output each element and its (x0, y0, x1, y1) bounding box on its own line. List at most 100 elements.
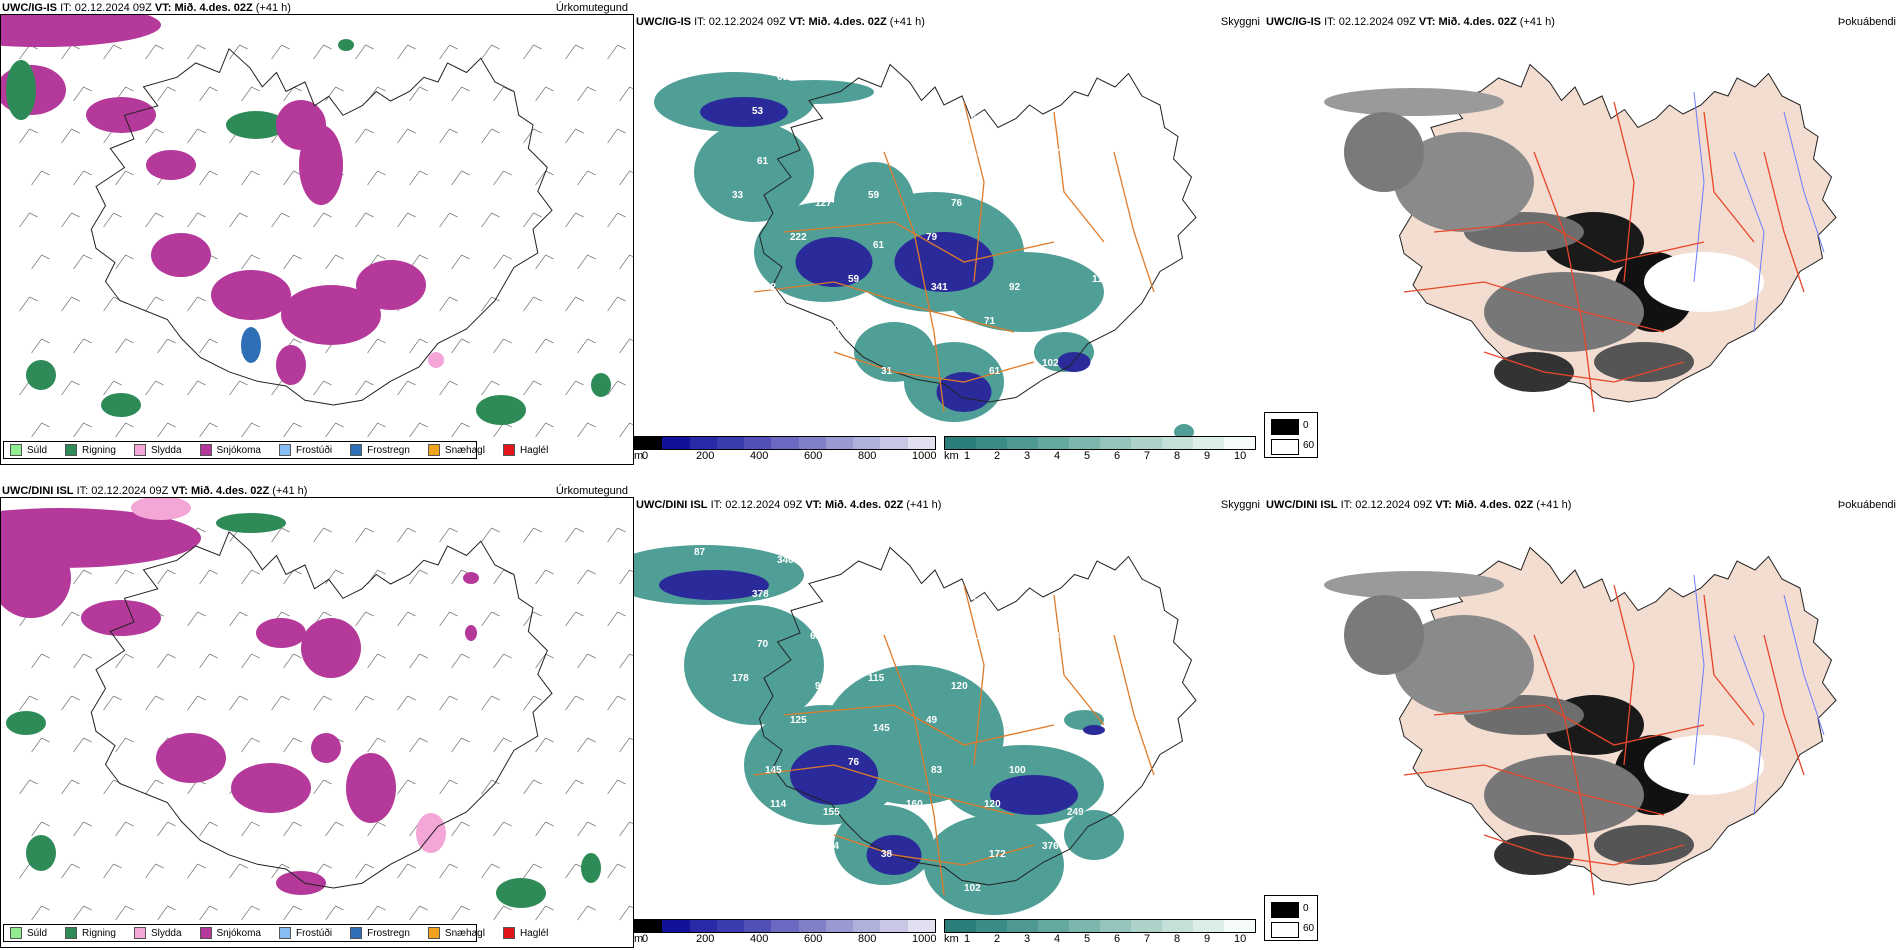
legend-swatch (350, 927, 363, 939)
low-visibility-area (1064, 810, 1124, 860)
ceiling-label: 77 (976, 148, 988, 159)
ceiling-label: 38 (881, 849, 893, 860)
ceiling-label: 376 (1042, 841, 1059, 852)
visibility-colorbar-labels: km 1 2 3 4 5 6 7 8 9 10 (944, 450, 1264, 464)
ceiling-visibility-panel: UWC/DINI ISL IT: 02.12.2024 09Z VT: Mið.… (634, 497, 1264, 948)
ceiling-label: 92 (765, 282, 777, 293)
ceiling-label: 87 (694, 547, 706, 558)
ceiling-label: 53 (1092, 757, 1104, 768)
road-network (1403, 101, 1805, 413)
forecast-header: UWC/IG-IS IT: 02.12.2024 09Z VT: Mið. 4.… (2, 2, 291, 14)
legend-swatch (502, 927, 515, 939)
river (1733, 634, 1765, 816)
ceiling-label: 76 (951, 198, 963, 209)
model-name: UWC/IG-IS (1266, 16, 1321, 28)
ceiling-label: 71 (984, 316, 996, 327)
fog-area (1594, 342, 1694, 382)
fog-legend-swatch-0 (1271, 902, 1299, 918)
valid-time: Mið. 4.des. 02Z (824, 499, 904, 511)
fog-area (1594, 825, 1694, 865)
road (1113, 634, 1155, 776)
fog-area (1324, 88, 1504, 116)
precip-area (299, 125, 343, 205)
road (963, 101, 985, 283)
panel-title: Skyggni (1220, 16, 1260, 28)
legend-label: Slydda (150, 444, 182, 456)
low-ceiling-area (790, 745, 878, 805)
init-time: 02.12.2024 09Z (725, 499, 803, 511)
panel-title: Þokuábendi (1837, 499, 1896, 511)
visibility-tick: 9 (1204, 933, 1211, 945)
precip-area (281, 285, 381, 345)
ceiling-label: 115 (1079, 114, 1096, 125)
fog-area (1394, 132, 1534, 232)
fog-legend-swatch-0 (1271, 419, 1299, 435)
panel-title: Úrkomutegund (555, 485, 628, 497)
legend-label: Rigning (82, 927, 116, 939)
it-label: IT: (1324, 16, 1336, 28)
it-label: IT: (710, 499, 723, 511)
model-name: UWC/DINI ISL (1266, 499, 1338, 511)
ceiling-label: 142 (745, 366, 762, 377)
river-network (1693, 91, 1825, 333)
precip-legend: Súld Rigning Slydda Snjókoma Frostúði Fr… (3, 924, 548, 942)
ceiling-label: 59 (868, 190, 880, 201)
vt-label: VT: (788, 16, 806, 28)
ceiling-label: 34 (1034, 232, 1046, 243)
panel-title: Þokuábendi (1837, 16, 1896, 28)
ceiling-label: 249 (1067, 807, 1084, 818)
river (1783, 594, 1825, 736)
ceiling-visibility-map: 87 340 208 114 128 71 378 146 100 267 83 70 68 88 116 1… (634, 545, 1197, 915)
ceiling-label: 72 (1054, 148, 1066, 159)
low-visibility-area (924, 815, 1064, 915)
legend-label: Slydda (150, 927, 182, 939)
ceiling-label: 267 (971, 597, 988, 608)
model-name: UWC/IG-IS (636, 16, 691, 28)
ceiling-label: 128 (996, 547, 1013, 558)
precip-area (1, 538, 71, 618)
visibility-tick: 10 (1234, 933, 1247, 945)
precip-area (6, 60, 36, 120)
fog-legend-label: 60 (1303, 440, 1315, 451)
fog-indicator-panel: UWC/IG-IS IT: 02.12.2024 09Z VT: Mið. 4.… (1264, 14, 1900, 465)
visibility-tick: 7 (1144, 450, 1151, 462)
valid-time: Mið. 4.des. 02Z (1454, 499, 1534, 511)
river (1733, 151, 1765, 333)
ceiling-tick: 200 (696, 933, 715, 945)
ceiling-label: 210 (860, 64, 877, 75)
fog-legend: 0 60 (1264, 895, 1318, 941)
forecast-header: UWC/DINI ISL IT: 02.12.2024 09Z VT: Mið.… (1266, 499, 1571, 511)
visibility-tick: 3 (1024, 450, 1031, 462)
precip-area (356, 260, 426, 310)
precip-area (81, 600, 161, 636)
legend-swatch (427, 444, 440, 456)
ceiling-label: 31 (881, 366, 893, 377)
precip-legend-item: Frostúði (278, 927, 332, 939)
precip-type-panel: Súld Rigning Slydda Snjókoma Frostúði Fr… (0, 497, 634, 948)
ceiling-label: 59 (848, 274, 860, 285)
ceiling-label: 115 (868, 673, 885, 684)
ceiling-unit: m (634, 933, 644, 945)
ceiling-label: 146 (835, 597, 852, 608)
ceiling-label: 92 (1034, 715, 1046, 726)
valid-time: Mið. 4.des. 02Z (808, 16, 887, 28)
precip-area (26, 360, 56, 390)
visibility-unit: km (944, 933, 959, 945)
river (1783, 111, 1825, 253)
ceiling-label: 220 (913, 72, 930, 83)
forecast-header: UWC/IG-IS IT: 02.12.2024 09Z VT: Mið. 4.… (1266, 16, 1555, 28)
visibility-tick: 8 (1174, 450, 1181, 462)
fog-legend-swatch-60 (1271, 439, 1299, 455)
visibility-tick: 9 (1204, 450, 1211, 462)
ceiling-label: 140 (823, 324, 840, 335)
ceiling-label: 172 (989, 849, 1006, 860)
vt-label: VT: (1418, 16, 1436, 28)
road (783, 704, 1055, 746)
ceiling-label: 88 (893, 639, 905, 650)
ceiling-label: 68 (810, 631, 822, 642)
precip-legend-item: Súld (10, 444, 47, 456)
ceiling-label: 61 (873, 240, 885, 251)
ceiling-label: 155 (823, 807, 840, 818)
low-ceiling-area (1057, 352, 1091, 372)
precip-area (346, 753, 396, 823)
